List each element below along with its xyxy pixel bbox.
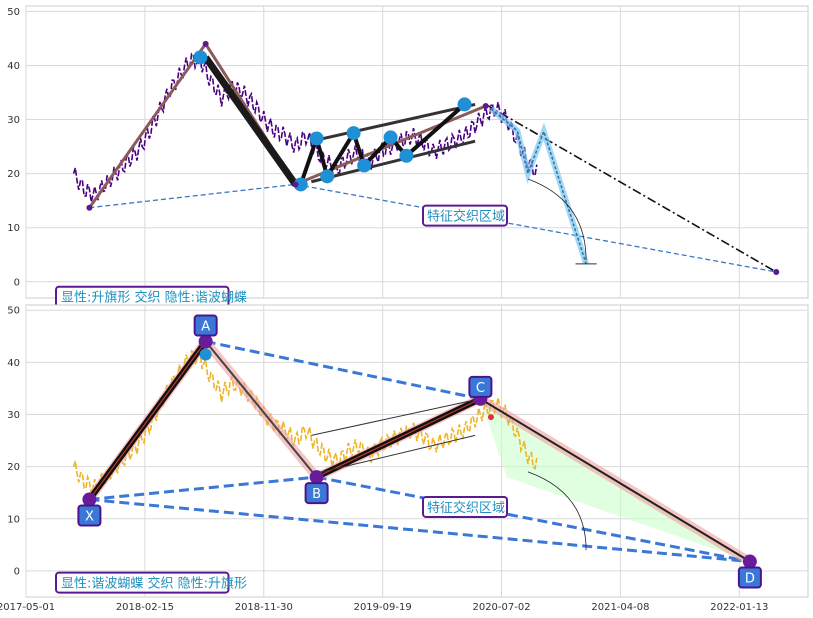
top-dashdot-trend-line [485,103,777,273]
top-channel-lower [310,139,476,184]
top-pivot-dot [773,269,780,276]
top-flag-pole [202,55,299,187]
bottom-y-tick-label: 10 [7,514,20,525]
bottom-label-a: A [201,320,210,335]
bottom-label-b: B [312,487,321,502]
bottom-flag-node [199,348,212,361]
bottom-xb-dashed [89,475,317,501]
top-legend-text: 显性:升旗形 交织 隐性:谐波蝴蝶 [61,290,247,306]
x-tick-label: 2021-04-08 [591,602,649,613]
bottom-label-x: X [85,509,94,524]
bottom-xd-dashed [89,497,751,564]
bottom-label-box-c [468,375,493,398]
x-tick-label: 2020-07-02 [472,602,530,613]
bottom-point-a [198,334,213,349]
bottom-y-tick-label: 20 [7,462,20,473]
bottom-arrow [527,471,587,551]
bottom-point-d [742,554,757,569]
top-plot-area [25,5,809,299]
bottom-label-box-b [304,482,329,505]
top-flag-node [320,169,335,184]
top-flag-node [193,50,208,65]
x-tick-label: 2018-11-30 [235,602,293,613]
x-tick-label: 2019-09-19 [354,602,412,613]
bottom-label-box-x [77,504,102,527]
bottom-channel-upper [311,399,476,436]
x-tick-label: 2022-01-13 [710,602,768,613]
top-flag-node [457,97,472,112]
bottom-price-line [72,348,538,495]
top-flag-node [346,126,361,141]
top-y-tick-label: 50 [7,7,20,18]
top-price-line [72,51,538,203]
top-pivot-dot [292,181,299,188]
bottom-plot-area [25,304,809,598]
bottom-label-c: C [476,381,485,396]
bottom-point-b [309,470,324,485]
bottom-point-x [82,492,97,507]
top-flag-node [399,148,414,163]
bottom-label-box-d [737,566,762,589]
top-flag-node [357,158,372,173]
bottom-channel-lower [311,434,476,475]
top-flag-node [309,131,324,146]
top-flag-node [293,177,308,192]
bottom-annotation-text: 特征交织区域 [427,500,505,516]
top-pivot-dot [86,204,93,211]
bottom-ab-leg [204,340,318,478]
top-y-tick-label: 0 [14,277,20,288]
top-pivot-dot [482,103,489,110]
bottom-y-tick-label: 0 [14,566,20,577]
bottom-y-tick-label: 30 [7,410,20,421]
bottom-legend-text: 显性:谐波蝴蝶 交织 隐性:升旗形 [61,576,247,592]
top-pivot-skeleton [88,41,487,209]
top-channel-upper [310,102,476,143]
bottom-legend-box [55,571,230,594]
top-y-tick-label: 30 [7,115,20,126]
bottom-bc-core [316,398,481,478]
bottom-xa-core [88,341,207,500]
bottom-ac-dashed [205,340,481,401]
x-tick-label: 2017-05-01 [0,602,55,613]
bottom-red-dot [487,414,494,421]
top-y-tick-label: 40 [7,61,20,72]
bottom-annotation-box [422,495,508,518]
top-annotation-text: 特征交织区域 [427,209,505,225]
top-annotation-box [422,204,508,227]
bottom-label-box-a [193,314,218,337]
x-tick-label: 2018-02-15 [116,602,174,613]
bottom-label-d: D [745,572,755,587]
bottom-y-tick-label: 50 [7,306,20,317]
bottom-y-tick-label: 40 [7,358,20,369]
top-y-tick-label: 20 [7,169,20,180]
top-y-tick-label: 10 [7,223,20,234]
top-arrow [527,178,587,261]
bottom-bd-dashed [316,475,751,564]
top-projection-line [490,108,587,265]
bottom-cd-leg [479,398,751,563]
top-pivot-dot [202,40,209,47]
top-flag-node [383,130,398,145]
